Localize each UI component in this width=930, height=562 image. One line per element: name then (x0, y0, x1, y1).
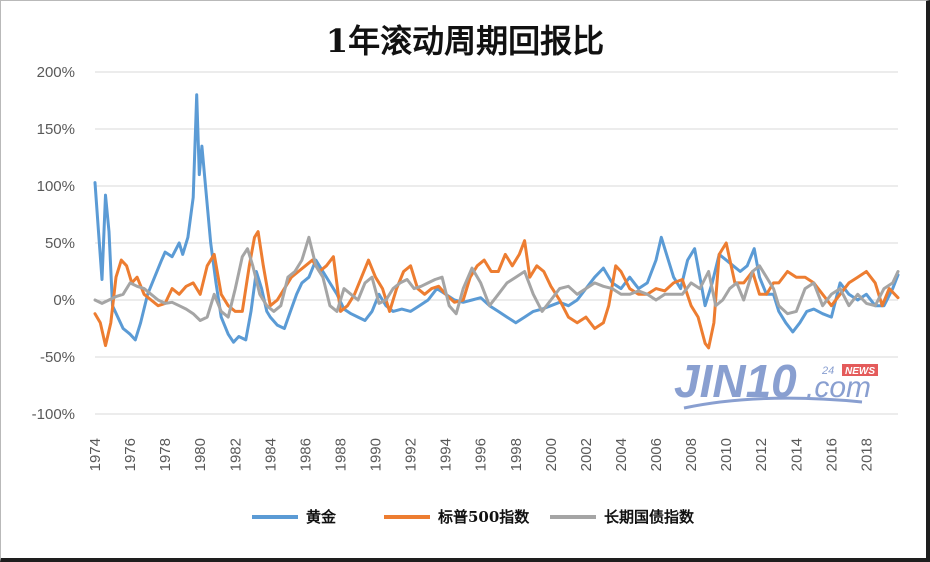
x-tick-label: 1984 (262, 438, 279, 471)
legend-label-3: 长期国债指数 (604, 508, 695, 526)
series-lines (93, 93, 900, 350)
y-axis-ticks: 200% 150% 100% 50% 0% -50% -100% (32, 64, 75, 423)
watermark-news-badge (842, 364, 878, 376)
x-tick-label: 2010 (718, 438, 735, 471)
x-tick-label: 2016 (823, 438, 840, 471)
watermark-swoosh (683, 396, 863, 410)
x-tick-label: 1978 (157, 438, 174, 471)
watermark-news: NEWS (845, 366, 875, 377)
x-tick-label: 2008 (683, 438, 700, 471)
y-tick-label: -100% (32, 406, 75, 423)
x-tick-label: 2014 (788, 438, 805, 471)
x-tick-label: 1996 (473, 438, 490, 471)
x-tick-label: 2006 (648, 438, 665, 471)
x-tick-label: 2002 (578, 438, 595, 471)
x-tick-label: 1990 (368, 438, 385, 471)
x-tick-label: 2000 (543, 438, 560, 471)
jin10-watermark: JIN10 .com 24 NEWS (674, 355, 878, 410)
watermark-brand: JIN10 (674, 355, 797, 407)
x-tick-label: 2004 (613, 438, 630, 471)
y-tick-label: 150% (37, 121, 75, 138)
x-tick-label: 1982 (227, 438, 244, 471)
x-tick-label: 1986 (297, 438, 314, 471)
x-tick-label: 1974 (87, 438, 104, 471)
legend: 黄金 标普500指数 长期国债指数 (252, 508, 695, 526)
x-tick-label: 1994 (438, 438, 455, 471)
series-line-3 (93, 235, 900, 322)
x-tick-label: 1988 (332, 438, 349, 471)
x-axis-ticks: 1974 1976 1978 1980 1982 1984 1986 1988 1990 1992… (87, 438, 875, 471)
y-tick-label: 50% (45, 235, 75, 252)
legend-label-2: 标普500指数 (437, 508, 530, 526)
x-tick-label: 1992 (403, 438, 420, 471)
y-tick-label: 0% (53, 292, 75, 309)
gridlines (95, 71, 898, 415)
watermark-24: 24 (821, 365, 834, 377)
legend-label-1: 黄金 (306, 508, 337, 526)
x-tick-label: 2012 (753, 438, 770, 471)
x-tick-label: 2018 (858, 438, 875, 471)
y-tick-label: 100% (37, 178, 75, 195)
watermark-domain: .com (806, 371, 871, 404)
y-tick-label: -50% (40, 349, 75, 366)
x-tick-label: 1976 (122, 438, 139, 471)
x-tick-label: 1998 (508, 438, 525, 471)
x-tick-label: 1980 (192, 438, 209, 471)
chart-title: 1年滚动周期回报比 (325, 22, 605, 60)
y-tick-label: 200% (37, 64, 75, 81)
series-line-2 (93, 230, 900, 350)
